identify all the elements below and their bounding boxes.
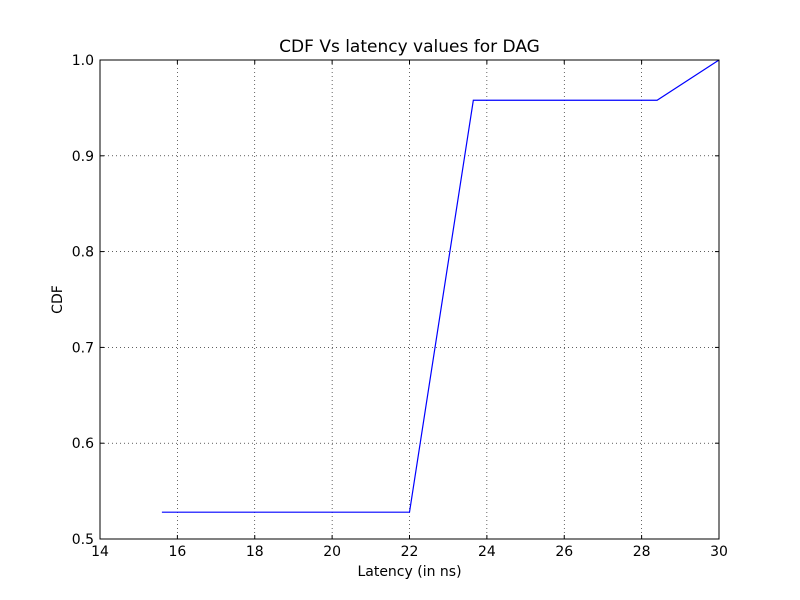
x-tick-label: 24 bbox=[478, 544, 496, 560]
y-tick-labels: 0.5 0.6 0.7 0.8 0.9 1.0 bbox=[72, 53, 94, 548]
y-tick-label: 0.6 bbox=[72, 436, 94, 452]
y-tick-label: 0.7 bbox=[72, 340, 94, 356]
x-tick-label: 16 bbox=[168, 544, 186, 560]
tick-marks bbox=[99, 59, 720, 540]
y-axis-label: CDF bbox=[50, 285, 66, 314]
series-layer bbox=[161, 59, 720, 513]
y-tick-label: 0.5 bbox=[72, 532, 94, 548]
x-tick-label: 26 bbox=[555, 544, 573, 560]
x-tick-label: 18 bbox=[246, 544, 264, 560]
cdf-series-line bbox=[161, 59, 720, 513]
x-tick-label: 20 bbox=[323, 544, 341, 560]
y-tick-label: 1.0 bbox=[72, 53, 94, 69]
x-tick-label: 22 bbox=[401, 544, 419, 560]
x-tick-label: 28 bbox=[633, 544, 651, 560]
chart-title: CDF Vs latency values for DAG bbox=[279, 37, 540, 57]
x-axis-label: Latency (in ns) bbox=[357, 564, 461, 580]
x-tick-labels: 14 16 18 20 22 24 26 28 30 bbox=[91, 544, 728, 560]
x-tick-label: 30 bbox=[710, 544, 728, 560]
x-tick-label: 14 bbox=[91, 544, 109, 560]
y-tick-label: 0.8 bbox=[72, 245, 94, 261]
y-tick-label: 0.9 bbox=[72, 149, 94, 165]
